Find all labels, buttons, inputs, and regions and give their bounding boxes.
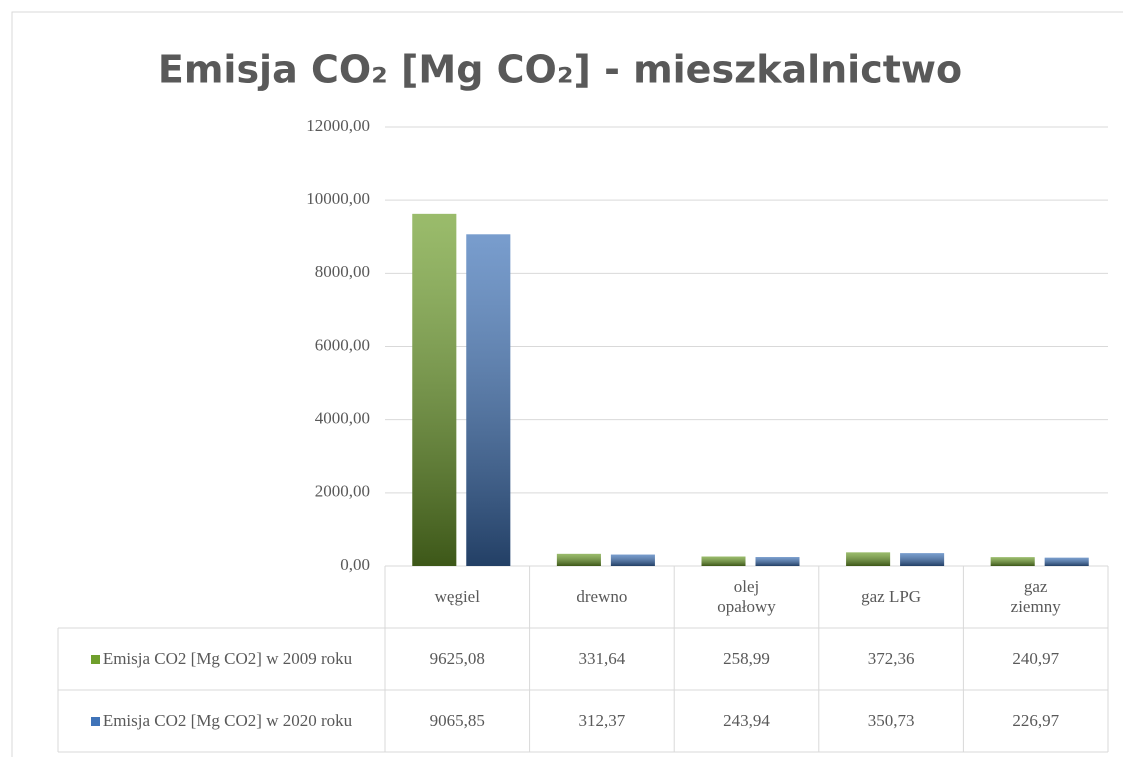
- chart-frame: [11, 11, 1123, 757]
- data-label-box: 331,64: [578, 649, 626, 668]
- y-tick-label: 4000,00: [315, 409, 370, 428]
- legend-key: [90, 717, 100, 726]
- data-label-box: 240,97: [1012, 649, 1060, 668]
- data-label: 240,97: [1012, 649, 1060, 668]
- data-label: 350,73: [867, 711, 915, 730]
- data-label-box: 372,36: [867, 649, 915, 668]
- legend-text: Emisja CO2 [Mg CO2] w 2020 roku: [102, 711, 353, 730]
- bar: [755, 557, 800, 566]
- y-tick-label: 10000,00: [306, 189, 370, 208]
- x-tick-label: gaz ziemny: [1010, 577, 1061, 616]
- legend-key: [90, 655, 100, 664]
- data-label-box: 226,97: [1012, 711, 1060, 730]
- bar: [412, 213, 457, 566]
- bar: [846, 552, 891, 566]
- data-label: 9625,08: [429, 649, 485, 668]
- data-label-box: 312,37: [578, 711, 626, 730]
- bar: [1044, 557, 1089, 566]
- x-tick-label-box: drewno: [576, 587, 628, 606]
- bar: [466, 234, 511, 566]
- x-tick-label-box: gaz ziemny: [1010, 577, 1061, 616]
- data-label-box: 9625,08: [429, 649, 485, 668]
- data-label-box: 350,73: [867, 711, 915, 730]
- data-label: 226,97: [1012, 711, 1060, 730]
- data-label: 331,64: [578, 649, 626, 668]
- chart-title: Emisja CO₂ [Mg CO₂] - mieszkalnictwo: [158, 48, 962, 92]
- x-tick-label: olej opałowy: [717, 577, 776, 616]
- y-tick-label: 12000,00: [306, 116, 370, 135]
- x-tick-label: gaz LPG: [861, 587, 922, 606]
- data-label: 372,36: [867, 649, 915, 668]
- x-tick-label-box: gaz LPG: [861, 587, 922, 606]
- data-label-box: 258,99: [723, 649, 770, 668]
- data-label: 258,99: [723, 649, 770, 668]
- bar: [610, 554, 655, 566]
- x-tick-label-box: węgiel: [434, 587, 480, 606]
- data-label-box: 243,94: [723, 711, 770, 730]
- data-label: 9065,85: [429, 711, 485, 730]
- y-tick-label: 8000,00: [315, 262, 370, 281]
- x-tick-label: drewno: [576, 587, 628, 606]
- y-tick-label: 2000,00: [315, 482, 370, 501]
- x-tick-label: węgiel: [434, 587, 480, 606]
- data-label: 312,37: [578, 711, 626, 730]
- bar: [701, 556, 746, 566]
- x-tick-label-box: olej opałowy: [717, 577, 776, 616]
- legend-entry-box: Emisja CO2 [Mg CO2] w 2009 roku: [58, 628, 385, 690]
- bar: [556, 553, 601, 566]
- legend-entry: Emisja CO2 [Mg CO2] w 2009 roku: [58, 628, 385, 690]
- y-tick-label: 6000,00: [315, 335, 370, 354]
- bar: [990, 557, 1035, 566]
- y-tick-label: 0,00: [340, 555, 370, 574]
- data-label: 243,94: [723, 711, 770, 730]
- legend-text: Emisja CO2 [Mg CO2] w 2009 roku: [102, 649, 353, 668]
- legend-entry: Emisja CO2 [Mg CO2] w 2020 roku: [58, 690, 385, 752]
- bar: [900, 553, 945, 566]
- legend-entry-box: Emisja CO2 [Mg CO2] w 2020 roku: [58, 690, 385, 752]
- data-label-box: 9065,85: [429, 711, 485, 730]
